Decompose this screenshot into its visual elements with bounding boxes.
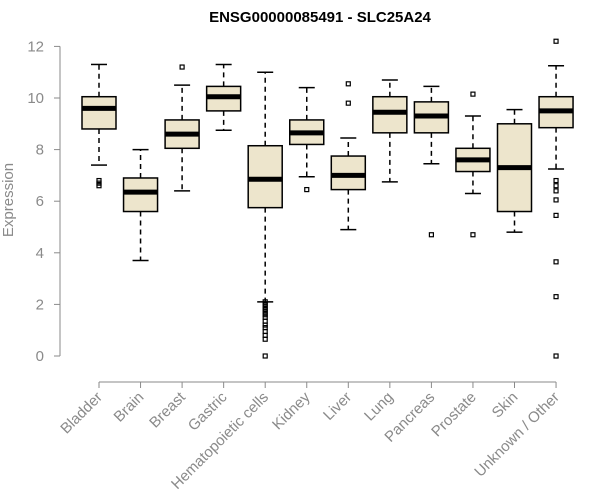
- box-group: [247, 71, 283, 359]
- outlier-point: [553, 38, 559, 44]
- outlier-point: [553, 212, 559, 218]
- outlier-point: [96, 177, 102, 184]
- box-group: [496, 108, 533, 233]
- box-group: [289, 86, 325, 193]
- box-group: [330, 81, 367, 231]
- box-iqr: [247, 144, 283, 209]
- x-tick-label: Skin: [489, 389, 522, 422]
- x-tick-label: Breast: [146, 388, 189, 431]
- box-group: [164, 64, 200, 192]
- x-tick-label: Lung: [361, 389, 397, 425]
- y-axis-label: Expression: [0, 163, 17, 237]
- outlier-point: [553, 177, 559, 184]
- box-group: [122, 148, 159, 262]
- y-axis: 0 2 4 6 8 10 12: [27, 38, 61, 365]
- outlier-point: [553, 197, 559, 203]
- outlier-point: [470, 232, 476, 238]
- box-group: [455, 91, 491, 238]
- outlier-point: [179, 64, 185, 70]
- outlier-point: [553, 188, 559, 194]
- x-tick-label: Prostate: [428, 389, 480, 441]
- box-iqr: [372, 95, 408, 134]
- outlier-point: [553, 353, 559, 359]
- outlier-point: [345, 100, 351, 106]
- box-group: [538, 38, 574, 359]
- box-group: [205, 63, 242, 131]
- outlier-point: [262, 299, 268, 305]
- x-tick-label: Liver: [320, 389, 355, 424]
- outlier-point: [553, 259, 559, 265]
- outlier-point: [345, 81, 351, 87]
- chart-title: ENSG00000085491 - SLC25A24: [209, 9, 431, 26]
- y-tick-label: 2: [36, 296, 44, 313]
- y-tick-label: 12: [27, 38, 44, 55]
- box-group: [372, 79, 408, 183]
- box-iqr: [330, 155, 367, 191]
- y-tick-label: 8: [36, 142, 44, 159]
- outlier-point: [262, 353, 268, 359]
- box-iqr: [122, 177, 159, 213]
- y-tick-label: 10: [27, 90, 44, 107]
- x-tick-label: Bladder: [57, 389, 106, 438]
- x-tick-label: Kidney: [269, 388, 314, 433]
- outlier-point: [470, 91, 476, 97]
- outlier-point: [428, 232, 434, 238]
- box-group: [81, 63, 117, 189]
- plot-area: [81, 38, 574, 359]
- y-tick-label: 4: [36, 245, 44, 262]
- y-tick-label: 0: [36, 348, 44, 365]
- outlier-point: [553, 294, 559, 300]
- x-tick-label: Brain: [111, 389, 148, 426]
- outlier-point: [304, 186, 310, 193]
- outlier-point: [553, 183, 559, 189]
- y-tick-label: 6: [36, 193, 44, 210]
- box-iqr: [81, 95, 117, 130]
- box-group: [413, 85, 450, 238]
